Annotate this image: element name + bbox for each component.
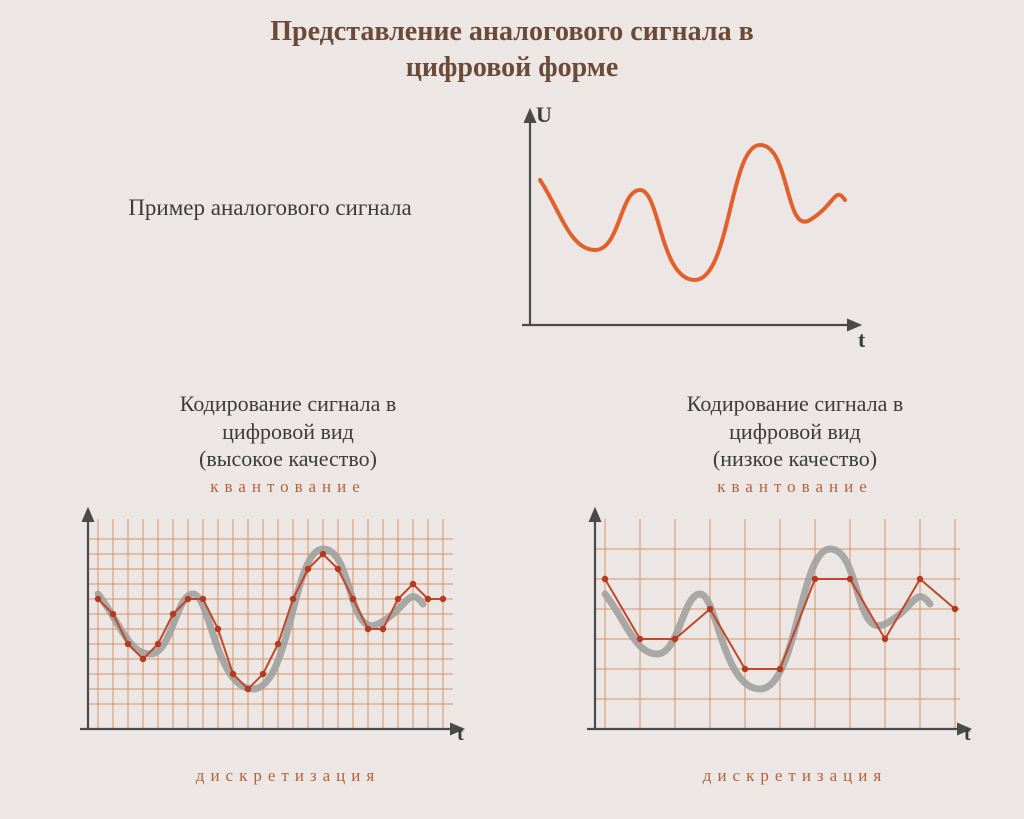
high-quality-title: Кодирование сигнала в цифровой вид (высо…	[58, 390, 518, 473]
lq-discretization-label: дискретизация	[565, 766, 1024, 786]
lq-title-l3: (низкое качество)	[565, 445, 1024, 473]
high-quality-panel: Кодирование сигнала в цифровой вид (высо…	[58, 390, 518, 786]
hq-title-l3: (высокое качество)	[58, 445, 518, 473]
low-quality-chart: t	[565, 499, 1024, 764]
low-quality-title: Кодирование сигнала в цифровой вид (низк…	[565, 390, 1024, 473]
hq-t-axis-label: t	[457, 723, 464, 746]
svg-text:t: t	[858, 327, 866, 352]
hq-title-l2: цифровой вид	[58, 418, 518, 446]
analog-signal-label: Пример аналогового сигнала	[90, 195, 450, 221]
svg-text:U: U	[536, 102, 552, 127]
main-title: Представление аналогового сигнала в цифр…	[0, 0, 1024, 87]
lq-title-l1: Кодирование сигнала в	[565, 390, 1024, 418]
hq-title-l1: Кодирование сигнала в	[58, 390, 518, 418]
high-quality-chart: t	[58, 499, 518, 764]
lq-t-axis-label: t	[964, 723, 971, 746]
title-line1: Представление аналогового сигнала в	[0, 14, 1024, 50]
hq-discretization-label: дискретизация	[58, 766, 518, 786]
title-line2: цифровой форме	[0, 50, 1024, 86]
analog-signal-chart: Ut	[500, 100, 1024, 365]
lq-quantization-label: квантование	[565, 477, 1024, 497]
low-quality-panel: Кодирование сигнала в цифровой вид (низк…	[565, 390, 1024, 786]
lq-title-l2: цифровой вид	[565, 418, 1024, 446]
hq-quantization-label: квантование	[58, 477, 518, 497]
top-section: Пример аналогового сигнала Ut	[0, 100, 1024, 390]
